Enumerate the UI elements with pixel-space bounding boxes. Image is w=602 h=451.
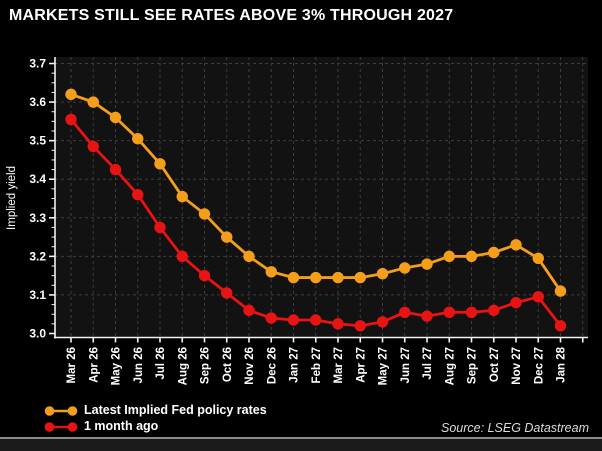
series-1-point-17 (443, 306, 455, 318)
series-1-point-10 (287, 314, 300, 326)
svg-text:Jan 28: Jan 28 (556, 346, 568, 382)
legend-label-latest: Latest Implied Fed policy rates (84, 403, 267, 417)
series-0-point-20 (510, 239, 522, 251)
y-axis-title: Implied yield (6, 166, 18, 230)
series-1-point-19 (488, 304, 500, 317)
series-1-point-6 (198, 269, 211, 282)
svg-text:Oct 27: Oct 27 (489, 347, 501, 382)
series-0-point-3 (132, 133, 144, 145)
series-1-point-7 (221, 287, 233, 299)
bottom-divider (0, 437, 602, 439)
series-0-point-7 (221, 231, 233, 243)
series-1-point-20 (510, 296, 522, 309)
svg-text:Aug 27: Aug 27 (444, 347, 456, 385)
legend-item-latest: Latest Implied Fed policy rates (44, 403, 267, 418)
series-1-point-3 (132, 188, 144, 201)
svg-text:May 26: May 26 (111, 347, 123, 385)
svg-text:Jun 26: Jun 26 (133, 347, 145, 383)
svg-text:Apr 27: Apr 27 (355, 347, 367, 383)
svg-text:Jan 27: Jan 27 (289, 347, 301, 383)
svg-text:May 27: May 27 (378, 347, 390, 385)
series-0-point-10 (287, 271, 300, 284)
svg-text:Nov 26: Nov 26 (244, 347, 256, 385)
svg-text:Mar 27: Mar 27 (333, 347, 345, 383)
series-0-point-0 (65, 88, 77, 101)
svg-text:Dec 27: Dec 27 (533, 347, 545, 384)
series-1-point-2 (109, 163, 122, 176)
svg-text:3.5: 3.5 (29, 134, 46, 148)
svg-text:3.3: 3.3 (29, 211, 46, 225)
series-1-point-22 (554, 320, 567, 332)
legend-label-1-month-ago: 1 month ago (84, 419, 159, 433)
series-0-point-21 (532, 252, 544, 264)
svg-text:3.1: 3.1 (29, 288, 46, 302)
series-1-point-4 (154, 221, 166, 234)
series-1-point-8 (243, 304, 255, 317)
series-0-point-6 (198, 208, 211, 220)
svg-text:Feb 27: Feb 27 (311, 347, 323, 383)
series-0-point-9 (265, 266, 277, 278)
series-1-point-21 (532, 291, 544, 303)
svg-text:Sep 26: Sep 26 (200, 347, 212, 384)
svg-text:Jul 27: Jul 27 (422, 347, 434, 380)
series-0-point-2 (109, 111, 122, 124)
series-0-point-4 (154, 158, 166, 170)
series-0-point-15 (399, 262, 411, 274)
series-1-point-1 (87, 140, 99, 153)
svg-text:Aug 26: Aug 26 (177, 347, 189, 385)
chart-legend: Latest Implied Fed policy rates 1 month … (44, 403, 267, 434)
series-0-point-1 (87, 96, 99, 108)
svg-text:Nov 27: Nov 27 (511, 347, 523, 385)
source-credit: Source: LSEG Datastream (441, 421, 589, 435)
series-1-point-14 (376, 316, 389, 328)
series-0-point-16 (421, 258, 433, 270)
series-1-point-16 (421, 310, 433, 322)
series-1-point-18 (465, 306, 478, 318)
x-axis-labels: Mar 26 Apr 26 May 26 Jun 26 Jul 26 Aug 26 Sep … (66, 346, 568, 385)
series-0-point-12 (332, 271, 344, 284)
series-1-point-5 (176, 250, 188, 263)
svg-text:3.0: 3.0 (29, 327, 46, 341)
bottom-band (0, 438, 602, 451)
svg-text:Sep 27: Sep 27 (467, 347, 479, 384)
svg-text:3.2: 3.2 (29, 249, 46, 263)
series-1-point-9 (265, 312, 277, 324)
svg-text:3.7: 3.7 (29, 57, 46, 71)
series-1-point-12 (332, 318, 344, 330)
series-0-point-11 (310, 271, 322, 284)
plot-area (55, 57, 588, 338)
series-0-point-19 (488, 246, 500, 259)
series-0-point-18 (465, 250, 478, 263)
series-1-point-15 (399, 306, 411, 318)
series-0 (65, 88, 567, 297)
legend-item-1-month-ago: 1 month ago (44, 419, 267, 434)
svg-text:Jul 26: Jul 26 (155, 347, 167, 380)
y-axis-labels: 3.0 3.1 3.2 3.3 3.4 3.5 3.6 3.7 (29, 57, 46, 341)
svg-text:Apr 26: Apr 26 (88, 347, 100, 383)
gridlines (55, 57, 588, 338)
series-0-point-22 (554, 285, 567, 297)
series-1-point-0 (65, 113, 77, 126)
series-1-point-11 (310, 314, 322, 326)
svg-text:3.4: 3.4 (29, 172, 46, 186)
series-1-point-13 (354, 320, 366, 332)
chart-title: MARKETS STILL SEE RATES ABOVE 3% THROUGH… (9, 7, 454, 24)
svg-text:Mar 26: Mar 26 (66, 347, 78, 383)
series-1 (65, 113, 567, 332)
legend-marker-red-icon (44, 421, 78, 432)
series-0-point-17 (443, 250, 455, 263)
series-0-point-5 (176, 190, 188, 203)
legend-marker-orange-icon (44, 405, 78, 416)
svg-text:Oct 26: Oct 26 (222, 347, 234, 382)
series-0-point-13 (354, 271, 366, 284)
svg-text:3.6: 3.6 (29, 95, 46, 109)
axes (49, 57, 588, 343)
svg-text:Jun 27: Jun 27 (400, 347, 412, 383)
series-0-point-8 (243, 250, 255, 263)
svg-text:Dec 26: Dec 26 (266, 347, 278, 384)
series-0-point-14 (376, 268, 389, 280)
